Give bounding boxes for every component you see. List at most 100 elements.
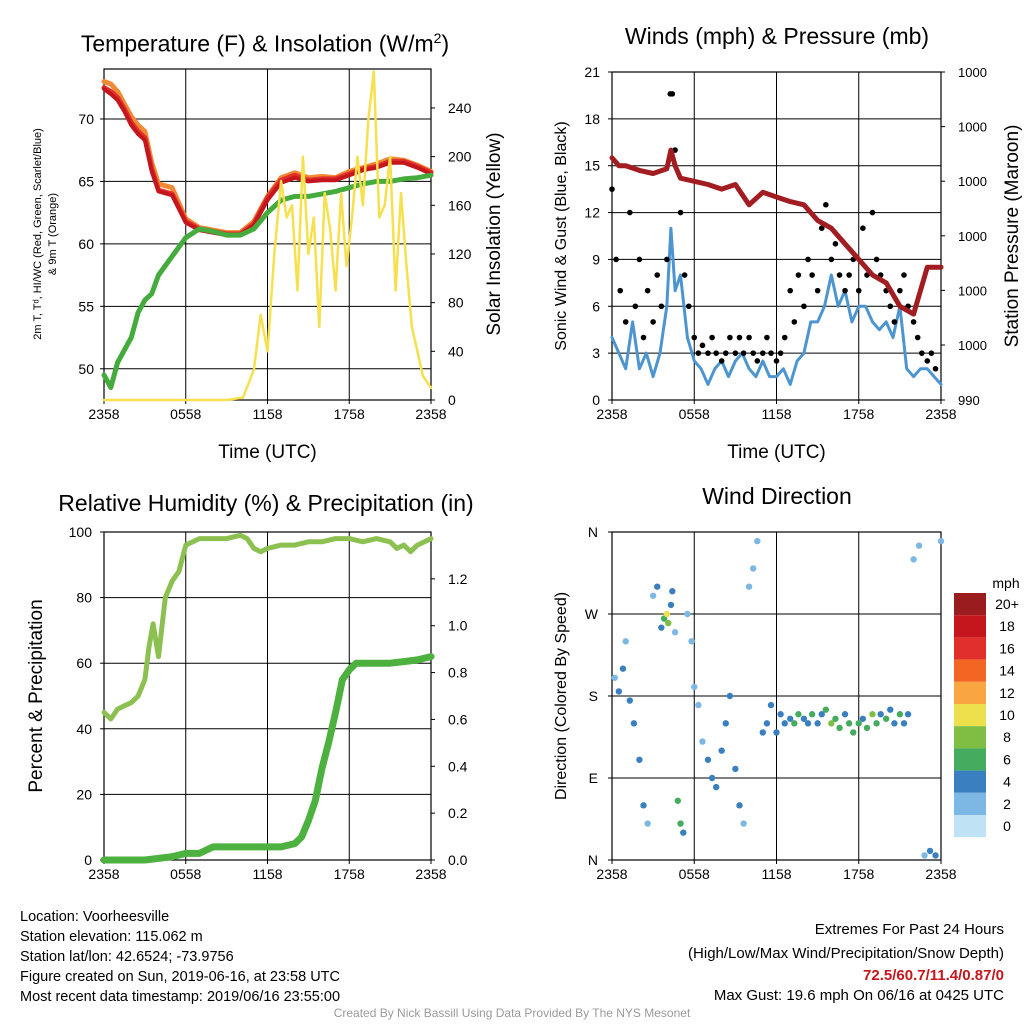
p4-direction-point [654, 583, 661, 590]
p1-xtick-label: 1158 [252, 406, 282, 422]
p4-legend-swatch [954, 726, 986, 749]
p4-direction-point [836, 724, 843, 732]
p4-direction-point [900, 720, 908, 727]
p1-ytick-right-label: 240 [448, 100, 472, 116]
p3-series-precip [100, 653, 435, 864]
p2-gust-point [928, 350, 935, 356]
p3-xtick-label: 2358 [415, 866, 446, 882]
p2-gust-point [791, 319, 798, 325]
p4-direction-point [745, 583, 753, 590]
p4-direction-point [680, 829, 687, 836]
p4-legend-label: 16 [999, 640, 1015, 656]
p2-gust-point [722, 350, 729, 356]
p1-xtick-label: 2358 [88, 406, 119, 422]
p4-xtick-label: 2358 [925, 866, 956, 882]
p2-gust-point [855, 287, 862, 294]
p2-gust-point [713, 350, 719, 356]
p2-ytick-label: 6 [592, 298, 600, 314]
p2-gust-point [846, 272, 852, 278]
p4-direction-point [781, 720, 788, 727]
p2-series-pressure [609, 147, 944, 317]
p4-legend-swatch [954, 681, 986, 704]
p2-gust-point [814, 287, 821, 294]
p2-gust-point [805, 256, 811, 263]
p2-xtick-label: 2358 [596, 406, 627, 422]
p4-direction-point [773, 729, 780, 736]
p3-xtick-label: 1158 [252, 866, 282, 882]
p4-direction-point [891, 720, 898, 727]
p2-gust-point [622, 319, 629, 325]
p2-gust-point [754, 358, 761, 364]
temperature-panel-title: Temperature (F) & Insolation (W/m2) [40, 30, 490, 58]
p4-legend-swatch [954, 615, 986, 638]
p4-ytick-label: N [588, 524, 598, 540]
p4-direction-point [740, 820, 747, 827]
created-text: Figure created on Sun, 2019-06-16, at 23… [20, 969, 340, 985]
p4-direction-point [832, 715, 839, 722]
p2-ylabel: Sonic Wind & Gust (Blue, Black) [553, 121, 570, 350]
p3-ytick-right-label: 0.2 [448, 805, 468, 821]
p1-ytick-right-label: 120 [448, 246, 472, 262]
p4-direction-point [787, 715, 794, 722]
p2-gust-point [644, 287, 651, 294]
p4-direction-point [665, 619, 672, 627]
p3-ytick-right-label: 0.4 [448, 758, 468, 774]
p2-xtick-label: 1158 [761, 406, 791, 422]
p2-gust-point [924, 358, 931, 364]
p3-ytick-label: 0 [84, 852, 92, 868]
max-gust-text: Max Gust: 19.6 mph On 06/16 at 0425 UTC [713, 987, 1004, 1004]
p2-gust-point [727, 334, 733, 341]
p4-ytick-label: N [588, 852, 598, 868]
p2-gust-point [658, 303, 665, 310]
p2-gust-point [718, 358, 725, 364]
p4-direction-point [649, 592, 657, 599]
p2-ylabel-right: Station Pressure (Maroon) [1002, 125, 1023, 348]
p4-direction-point [921, 852, 928, 859]
p4-direction-point [749, 565, 757, 572]
p3-ytick-label: 100 [69, 524, 93, 540]
p2-gust-point [650, 319, 656, 325]
p2-ytick-label: 0 [592, 392, 600, 408]
p1-ytick-right-label: 40 [448, 343, 464, 359]
p4-direction-point [704, 756, 712, 763]
p2-gust-point [746, 334, 752, 341]
p4-direction-point [736, 802, 743, 809]
p2-gust-point [677, 209, 684, 216]
p2-ytick-label: 9 [592, 251, 600, 267]
p2-gust-point [664, 256, 670, 263]
p4-legend-swatch [954, 815, 986, 838]
p4-direction-point [828, 720, 835, 727]
station-info-block: Location: Voorheesville Station elevatio… [20, 907, 340, 1007]
p4-legend-label: 12 [999, 685, 1015, 701]
p2-gust-point [787, 287, 794, 294]
p4-direction-point [658, 624, 665, 631]
p2-gust-point [910, 319, 917, 325]
p4-direction-point [718, 747, 725, 754]
p2-gust-point [860, 225, 866, 231]
p2-gust-point [795, 272, 802, 278]
p4-direction-point [626, 697, 634, 704]
elevation-text: Station elevation: 115.062 m [20, 929, 203, 945]
p1-ytick-label: 70 [78, 111, 94, 127]
p1-xtick-label: 0558 [170, 406, 201, 422]
p2-gust-point [901, 272, 907, 278]
p2-gust-point [669, 91, 676, 97]
p2-gust-point [836, 272, 843, 278]
p2-gust-point [613, 256, 619, 263]
p2-xlabel: Time (UTC) [727, 442, 826, 463]
p4-legend-swatch [954, 593, 986, 616]
p4-legend-label: 8 [1003, 729, 1011, 745]
p2-gust-point [617, 287, 624, 294]
p2-xtick-label: 0558 [679, 406, 710, 422]
p4-ytick-label: W [585, 606, 599, 622]
p2-ytick-right-label: 1000 [958, 338, 987, 353]
p2-gust-point [818, 225, 825, 231]
p4-direction-point [674, 797, 681, 804]
p4-direction-point [804, 720, 812, 727]
p4-legend-label: 10 [999, 707, 1015, 723]
p4-direction-point [619, 665, 627, 672]
p4-legend-swatch [954, 637, 986, 660]
p1-ytick-right-label: 200 [448, 149, 472, 165]
p1-ytick-label: 50 [78, 361, 94, 377]
p4-legend-label: 4 [1003, 774, 1011, 790]
